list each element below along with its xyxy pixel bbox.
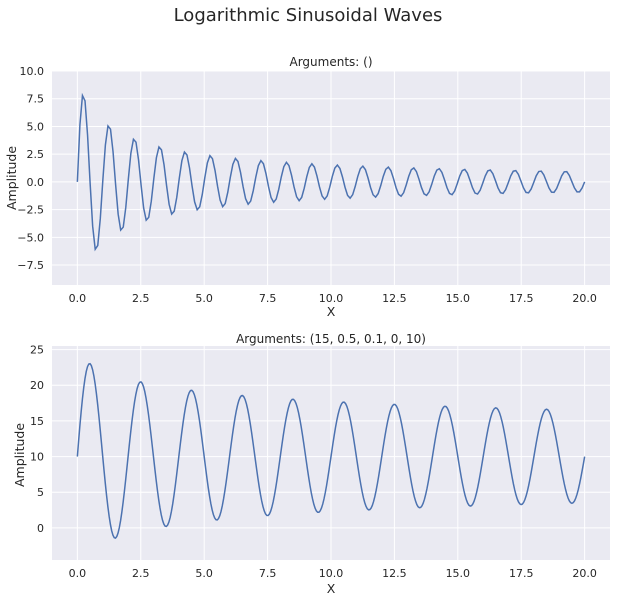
bottom-chart-x-label: X [327, 581, 336, 596]
top-chart: 0.0 2.5 5.0 7.5 10.0 12.5 15.0 17.5 20.0 −7.5 −5.… [4, 55, 610, 319]
bottom-chart-x-tick-label: 20.0 [572, 567, 597, 580]
bottom-chart-x-tick-label: 5.0 [195, 567, 213, 580]
bottom-chart-x-tick-label: 15.0 [446, 567, 471, 580]
top-chart-y-tick-label: 10.0 [20, 65, 45, 78]
top-chart-y-tick-label: 2.5 [27, 148, 45, 161]
bottom-chart-x-tick-label: 2.5 [132, 567, 150, 580]
top-chart-title: Arguments: () [289, 55, 372, 69]
bottom-chart-y-tick-label: 5 [37, 486, 44, 499]
top-chart-x-tick-label: 15.0 [446, 292, 471, 305]
bottom-chart-x-tick-label: 12.5 [382, 567, 407, 580]
top-chart-y-label: Amplitude [4, 146, 19, 210]
figure-title: Logarithmic Sinusoidal Waves [174, 5, 443, 26]
top-chart-x-tick-label: 7.5 [259, 292, 277, 305]
bottom-chart-x-ticks: 0.0 2.5 5.0 7.5 10.0 12.5 15.0 17.5 20.0 [69, 567, 597, 580]
top-chart-y-tick-label: 7.5 [27, 93, 45, 106]
bottom-chart-x-tick-label: 7.5 [259, 567, 277, 580]
top-chart-y-tick-label: −7.5 [17, 259, 44, 272]
top-chart-x-tick-label: 12.5 [382, 292, 407, 305]
top-chart-y-tick-label: −2.5 [17, 204, 44, 217]
top-chart-y-tick-label: 5.0 [27, 120, 45, 133]
bottom-chart-x-tick-label: 17.5 [509, 567, 534, 580]
top-chart-x-tick-label: 5.0 [195, 292, 213, 305]
top-chart-x-tick-label: 17.5 [509, 292, 534, 305]
bottom-chart-y-tick-label: 0 [37, 522, 44, 535]
top-chart-x-label: X [327, 304, 336, 319]
bottom-chart-y-tick-label: 20 [30, 379, 44, 392]
top-chart-x-tick-label: 2.5 [132, 292, 150, 305]
bottom-chart-y-tick-label: 10 [30, 451, 44, 464]
bottom-chart-x-tick-label: 10.0 [319, 567, 344, 580]
bottom-chart-x-tick-label: 0.0 [69, 567, 87, 580]
top-chart-x-tick-label: 20.0 [572, 292, 597, 305]
bottom-chart-y-label: Amplitude [12, 423, 27, 487]
bottom-chart-y-tick-label: 25 [30, 344, 44, 357]
bottom-chart-title: Arguments: (15, 0.5, 0.1, 0, 10) [236, 332, 426, 346]
top-chart-x-tick-label: 0.0 [69, 292, 87, 305]
top-chart-y-tick-label: −5.0 [17, 231, 44, 244]
bottom-chart-y-tick-label: 15 [30, 415, 44, 428]
bottom-chart: 0.0 2.5 5.0 7.5 10.0 12.5 15.0 17.5 20.0 0 5 10 15 2… [12, 332, 610, 596]
top-chart-y-tick-label: 0.0 [27, 176, 45, 189]
